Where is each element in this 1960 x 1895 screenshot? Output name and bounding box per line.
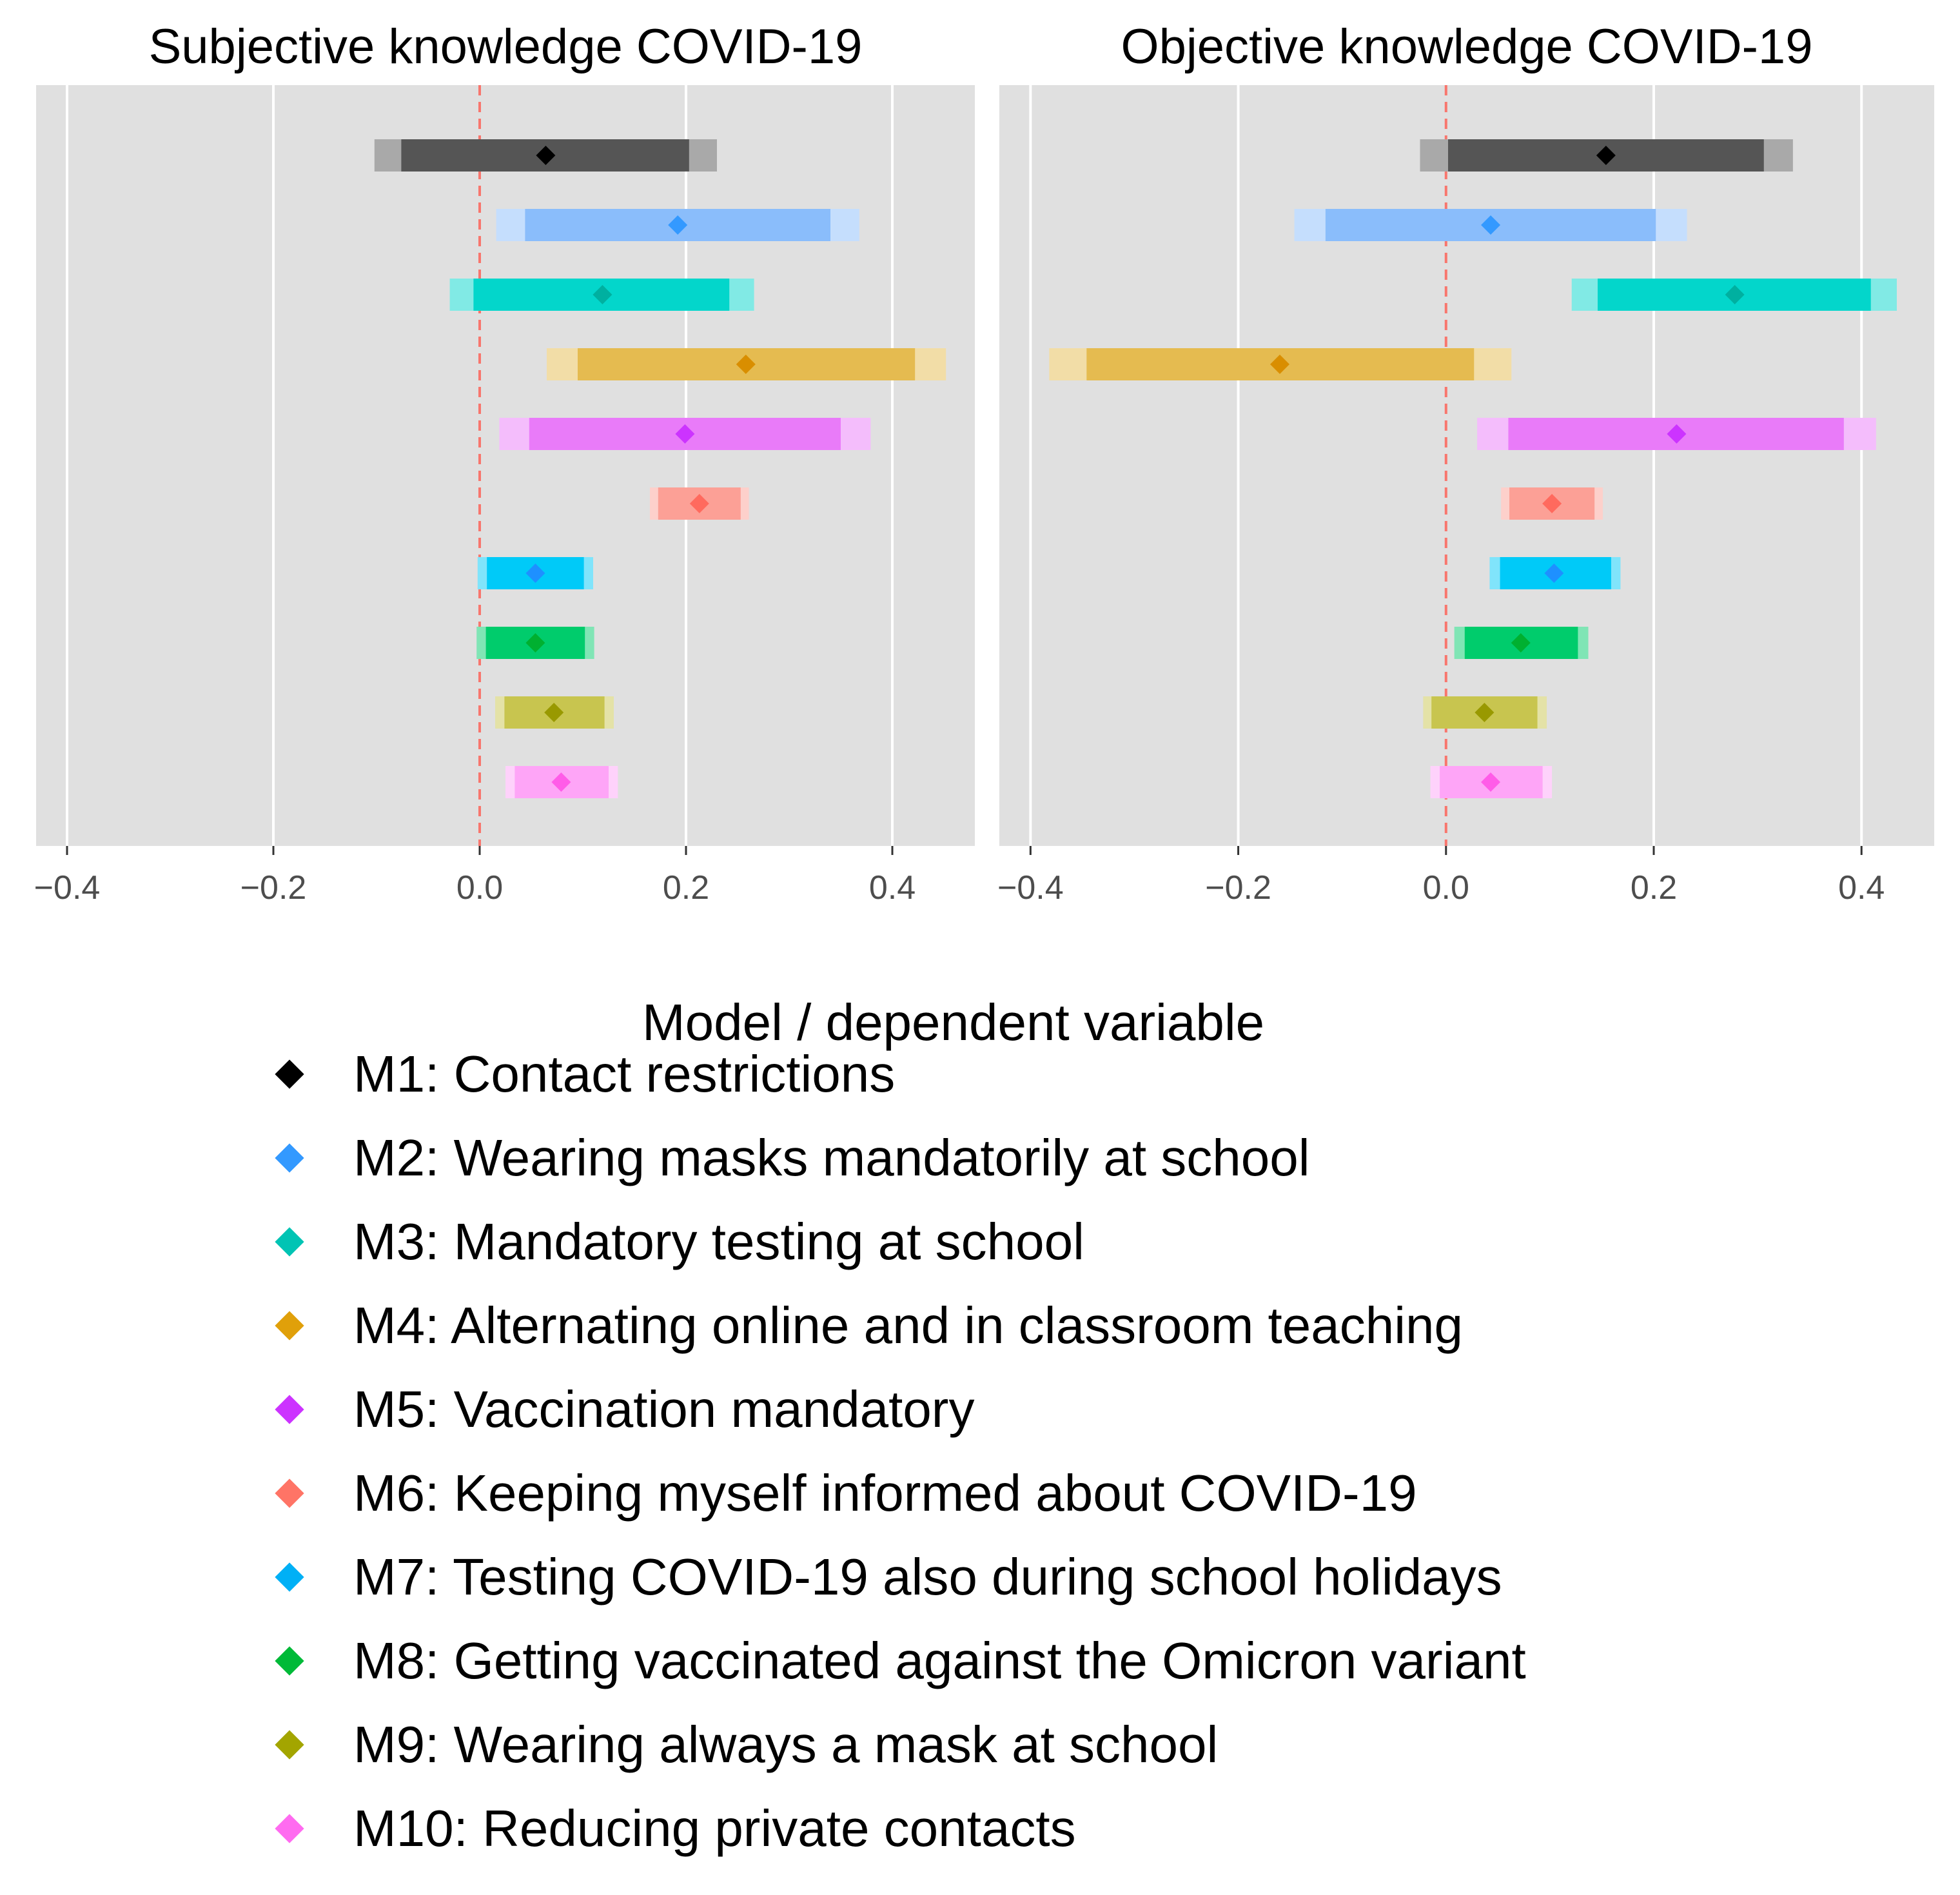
legend-label: M2: Wearing masks mandatorily at school (353, 1129, 1310, 1186)
estimate-point-m1 (536, 146, 556, 165)
panel-background (36, 85, 975, 846)
legend-label: M8: Getting vaccinated against the Omicr… (353, 1632, 1526, 1689)
legend-key (271, 1726, 308, 1763)
estimate-point-m10 (1481, 772, 1501, 792)
panel-title: Subjective knowledge COVID-19 (149, 19, 863, 74)
legend-key (271, 1223, 308, 1261)
legend-key (271, 1139, 308, 1177)
legend-label: M10: Reducing private contacts (353, 1800, 1076, 1857)
estimate-point-m4 (736, 355, 756, 374)
legend-label: M5: Vaccination mandatory (353, 1380, 975, 1438)
legend-label: M7: Testing COVID-19 also during school … (353, 1548, 1502, 1605)
estimate-point-m8 (1511, 633, 1531, 653)
legend-key (271, 1391, 308, 1428)
legend-key (271, 1307, 308, 1344)
panel-background (999, 85, 1934, 846)
diamond-icon (275, 1143, 304, 1173)
legend-item-m9: M9: Wearing always a mask at school (271, 1706, 1218, 1783)
estimate-point-m3 (1725, 285, 1745, 304)
legend-label: M6: Keeping myself informed about COVID-… (353, 1464, 1417, 1522)
estimate-point-m9 (544, 703, 564, 722)
legend-key (271, 1056, 308, 1093)
estimate-point-m10 (551, 772, 571, 792)
diamond-icon (275, 1227, 304, 1257)
diamond-icon (275, 1562, 304, 1592)
legend-key (271, 1475, 308, 1512)
legend-title: Model / dependent variable (642, 994, 1265, 1051)
diamond-icon (275, 1730, 304, 1760)
x-tick-label: −0.2 (240, 869, 307, 907)
x-tick-label: 0.2 (1631, 869, 1677, 907)
x-tick-label: 0.0 (456, 869, 503, 907)
estimate-point-m4 (1270, 355, 1289, 374)
estimate-point-m5 (1667, 424, 1687, 444)
x-tick-label: −0.4 (34, 869, 101, 907)
estimate-point-m2 (1481, 215, 1501, 235)
x-tick-label: 0.4 (869, 869, 916, 907)
legend-item-m1: M1: Contact restrictions (271, 1036, 895, 1113)
legend-label: M9: Wearing always a mask at school (353, 1716, 1219, 1773)
x-tick-label: −0.4 (997, 869, 1064, 907)
diamond-icon (275, 1814, 304, 1843)
legend-key (271, 1558, 308, 1596)
x-tick-label: 0.4 (1838, 869, 1885, 907)
forest-plot: Subjective knowledge COVID-19 −0.4 −0.2 0.0… (34, 19, 1934, 907)
legend-label: M4: Alternating online and in classroom … (353, 1297, 1464, 1354)
estimate-point-m2 (668, 215, 688, 235)
x-tick-label: 0.2 (663, 869, 709, 907)
x-tick-label: 0.0 (1423, 869, 1469, 907)
legend-label: M1: Contact restrictions (353, 1045, 896, 1103)
estimate-point-m9 (1475, 703, 1494, 722)
estimate-point-m7 (525, 564, 545, 583)
legend-key (271, 1642, 308, 1680)
legend-item-m10: M10: Reducing private contacts (271, 1790, 1076, 1867)
legend-item-m2: M2: Wearing masks mandatorily at school (271, 1119, 1310, 1197)
legend-key (271, 1810, 308, 1847)
x-tick-label: −0.2 (1205, 869, 1271, 907)
diamond-icon (275, 1395, 304, 1424)
diamond-icon (275, 1646, 304, 1676)
diamond-icon (275, 1478, 304, 1508)
legend-label: M3: Mandatory testing at school (353, 1213, 1084, 1270)
panel-title: Objective knowledge COVID-19 (1121, 19, 1813, 74)
estimate-point-m6 (1542, 494, 1562, 513)
legend-item-m6: M6: Keeping myself informed about COVID-… (271, 1455, 1417, 1532)
estimate-point-m5 (675, 424, 695, 444)
estimate-point-m7 (1544, 564, 1564, 583)
diamond-icon (275, 1311, 304, 1340)
legend-item-m8: M8: Getting vaccinated against the Omicr… (271, 1622, 1526, 1700)
estimate-point-m6 (689, 494, 709, 513)
diamond-icon (275, 1059, 304, 1089)
legend-item-m7: M7: Testing COVID-19 also during school … (271, 1538, 1502, 1616)
legend-item-m5: M5: Vaccination mandatory (271, 1371, 974, 1448)
legend-item-m4: M4: Alternating online and in classroom … (271, 1287, 1463, 1364)
legend-item-m3: M3: Mandatory testing at school (271, 1203, 1084, 1281)
estimate-point-m8 (525, 633, 545, 653)
estimate-point-m1 (1596, 146, 1616, 165)
estimate-point-m3 (593, 285, 612, 304)
